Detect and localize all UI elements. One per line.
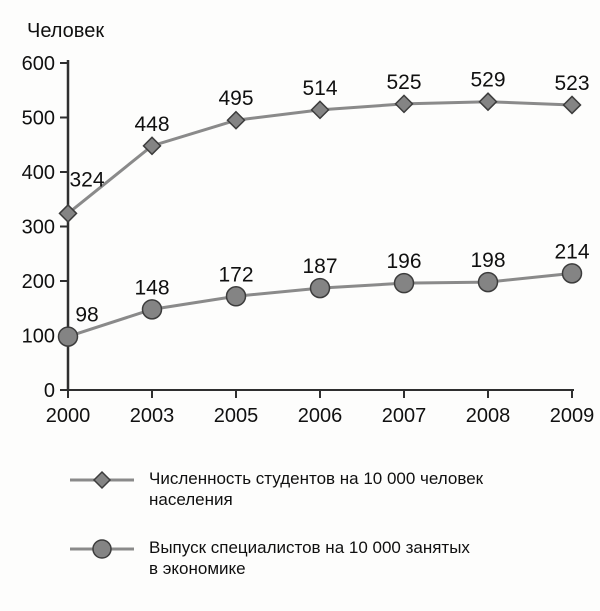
y-tick-label: 600 [22, 53, 55, 75]
data-label: 448 [134, 113, 169, 136]
circle-marker [225, 286, 247, 307]
diamond-marker [58, 203, 78, 223]
x-tick-label: 2007 [382, 405, 427, 427]
legend-label-line: Выпуск специалистов на 10 000 занятых [149, 538, 470, 557]
x-tick-label: 2005 [214, 405, 259, 427]
y-tick-label: 0 [44, 380, 55, 402]
y-axis-title: Человек [27, 20, 105, 42]
legend-item-students: Численность студентов на 10 000 человек … [70, 468, 483, 510]
legend-label-line: в экономике [149, 559, 246, 578]
data-label: 196 [386, 250, 421, 273]
diamond-marker [310, 100, 330, 120]
data-label: 514 [302, 77, 337, 100]
diamond-marker [478, 92, 498, 112]
legend: Численность студентов на 10 000 человек … [70, 468, 483, 579]
data-label: 523 [554, 72, 589, 95]
diamond-marker [394, 94, 414, 114]
x-tick-label: 2003 [130, 405, 175, 427]
legend-label-line: Численность студентов на 10 000 человек [149, 469, 484, 488]
data-label: 324 [69, 168, 104, 191]
data-label: 98 [75, 304, 98, 327]
y-tick-label: 400 [22, 162, 55, 184]
circle-marker [393, 272, 415, 294]
line-chart: 0 100 200 300 400 500 600 2000 2003 2005 2006 2007 2… [22, 53, 595, 427]
legend-item-graduates: Выпуск специалистов на 10 000 занятых в … [70, 537, 483, 579]
y-tick-label: 200 [22, 271, 55, 293]
data-label: 198 [470, 249, 505, 272]
x-tick-label: 2000 [46, 405, 91, 427]
circle-marker [141, 299, 163, 320]
data-label: 172 [218, 263, 253, 286]
diamond-marker [142, 136, 162, 156]
y-tick-label: 500 [22, 108, 55, 130]
diamond-marker [226, 110, 246, 130]
y-tick-label: 300 [22, 217, 55, 239]
legend-label-students: Численность студентов на 10 000 человек … [149, 468, 483, 510]
legend-label-graduates: Выпуск специалистов на 10 000 занятых в … [149, 537, 470, 579]
data-label: 495 [218, 87, 253, 110]
x-tick-label: 2006 [298, 405, 343, 427]
diamond-marker-icon [70, 470, 134, 490]
x-tick-label: 2008 [466, 405, 511, 427]
x-tick-label: 2009 [550, 405, 595, 427]
circle-marker-icon [70, 539, 134, 559]
circle-marker [309, 277, 331, 299]
data-label: 187 [302, 255, 337, 278]
data-label: 148 [134, 276, 169, 299]
circle-marker [477, 271, 499, 293]
circle-marker [57, 326, 79, 347]
data-label: 529 [470, 69, 505, 92]
y-tick-label: 100 [22, 326, 55, 348]
legend-label-line: населения [149, 490, 233, 509]
data-label: 525 [386, 71, 421, 94]
data-label: 214 [554, 240, 589, 263]
circle-marker [561, 263, 583, 284]
diamond-marker [562, 95, 582, 115]
